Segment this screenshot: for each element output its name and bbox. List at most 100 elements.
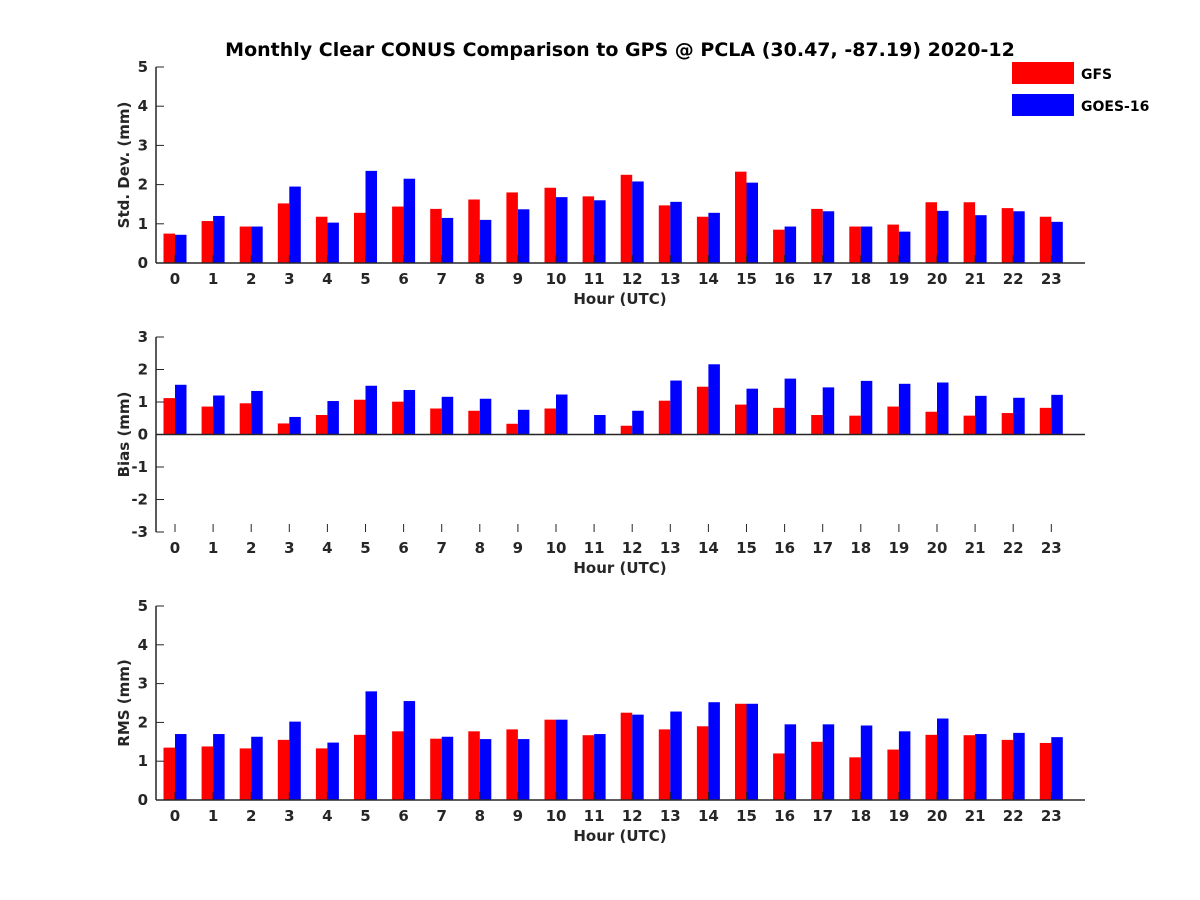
bar-goes16-hour-19 [898, 383, 911, 435]
bar-gfs-hour-8 [468, 731, 480, 800]
bar-gfs-hour-7 [430, 408, 442, 435]
y-axis-label: Bias (mm) [115, 392, 133, 478]
bar-goes16-hour-18 [860, 725, 873, 800]
bar-goes16-hour-11 [594, 200, 606, 263]
bar-gfs-hour-2 [239, 748, 252, 800]
bar-goes16-hour-13 [670, 380, 682, 435]
bar-gfs-hour-3 [277, 739, 290, 800]
bar-gfs-hour-8 [468, 410, 480, 435]
x-tick-label: 18 [850, 270, 871, 288]
bar-goes16-hour-0 [175, 734, 187, 800]
bar-goes16-hour-16 [784, 724, 797, 800]
bar-gfs-hour-6 [392, 731, 404, 800]
bar-goes16-hour-5 [365, 691, 377, 800]
bar-gfs-hour-12 [620, 174, 633, 263]
bar-goes16-hour-4 [327, 222, 339, 263]
x-tick-label: 4 [322, 270, 332, 288]
y-tick-label: 2 [138, 176, 148, 194]
bar-gfs-hour-22 [1001, 413, 1014, 435]
x-tick-label: 15 [736, 807, 757, 825]
bar-goes16-hour-1 [213, 734, 225, 800]
x-tick-label: 16 [774, 539, 795, 557]
bar-goes16-hour-20 [937, 718, 949, 800]
x-tick-label: 10 [546, 539, 567, 557]
x-tick-label: 5 [360, 807, 370, 825]
bar-goes16-hour-0 [175, 384, 187, 435]
x-tick-label: 14 [698, 807, 719, 825]
x-tick-label: 8 [475, 807, 485, 825]
x-tick-label: 6 [398, 539, 408, 557]
bar-goes16-hour-7 [441, 217, 454, 263]
bar-gfs-hour-4 [315, 415, 328, 435]
bar-goes16-hour-15 [746, 703, 758, 800]
x-tick-label: 19 [888, 539, 909, 557]
x-tick-label: 3 [284, 270, 294, 288]
bar-goes16-hour-2 [251, 390, 263, 435]
bar-gfs-hour-23 [1039, 742, 1052, 800]
bar-gfs-hour-19 [887, 224, 899, 263]
bar-goes16-hour-10 [556, 719, 568, 800]
bar-gfs-hour-7 [430, 208, 442, 263]
y-tick-label: 5 [138, 597, 148, 615]
legend-label-goes16: GOES-16 [1081, 99, 1149, 115]
bar-goes16-hour-3 [289, 416, 301, 435]
x-tick-label: 22 [1003, 270, 1024, 288]
bar-gfs-hour-18 [849, 757, 861, 800]
bar-goes16-hour-18 [860, 380, 873, 435]
bar-goes16-hour-16 [784, 378, 797, 435]
bar-goes16-hour-4 [327, 401, 339, 435]
bar-gfs-hour-9 [506, 729, 518, 800]
x-tick-label: 3 [284, 539, 294, 557]
x-tick-label: 1 [208, 539, 218, 557]
bar-goes16-hour-7 [441, 396, 454, 435]
bar-gfs-hour-5 [354, 734, 366, 800]
x-tick-label: 3 [284, 807, 294, 825]
bar-gfs-hour-15 [735, 171, 747, 263]
x-tick-label: 2 [246, 270, 256, 288]
bar-gfs-hour-1 [201, 221, 214, 263]
bar-gfs-hour-23 [1039, 216, 1052, 263]
bar-goes16-hour-15 [746, 388, 758, 435]
bar-goes16-hour-8 [479, 398, 492, 435]
bar-gfs-hour-2 [239, 403, 252, 435]
bar-gfs-hour-21 [963, 202, 976, 263]
bar-goes16-hour-6 [403, 178, 416, 263]
x-tick-label: 4 [322, 539, 332, 557]
bar-goes16-hour-19 [898, 731, 911, 800]
bar-goes16-hour-6 [403, 701, 416, 800]
bar-goes16-hour-14 [708, 364, 720, 435]
bar-gfs-hour-16 [773, 753, 785, 800]
bar-goes16-hour-23 [1051, 737, 1063, 800]
bar-gfs-hour-16 [773, 407, 785, 435]
x-tick-label: 7 [436, 539, 446, 557]
bar-goes16-hour-6 [403, 389, 416, 435]
bar-gfs-hour-23 [1039, 407, 1052, 435]
x-tick-label: 17 [812, 539, 833, 557]
legend-swatch-gfs [1012, 62, 1074, 84]
bar-goes16-hour-3 [289, 186, 301, 263]
bar-gfs-hour-14 [696, 726, 709, 800]
x-tick-label: 20 [927, 807, 948, 825]
legend: GFS GOES-16 [1012, 62, 1149, 116]
y-tick-label: 4 [138, 97, 148, 115]
bar-goes16-hour-1 [213, 395, 225, 435]
bar-gfs-hour-3 [277, 203, 290, 263]
bar-goes16-hour-13 [670, 711, 682, 800]
chart-title: Monthly Clear CONUS Comparison to GPS @ … [225, 39, 1015, 61]
x-tick-label: 14 [698, 539, 719, 557]
x-tick-label: 10 [546, 270, 567, 288]
x-tick-label: 11 [584, 270, 605, 288]
x-tick-label: 13 [660, 270, 681, 288]
x-tick-label: 19 [888, 270, 909, 288]
bar-gfs-hour-17 [811, 208, 823, 263]
bar-goes16-hour-13 [670, 201, 682, 263]
y-tick-label: 1 [138, 393, 148, 411]
bar-goes16-hour-19 [898, 231, 911, 263]
bar-goes16-hour-22 [1013, 211, 1025, 263]
bar-gfs-hour-19 [887, 749, 899, 800]
bar-gfs-hour-19 [887, 406, 899, 435]
bar-goes16-hour-20 [937, 382, 949, 435]
x-axis-label: Hour (UTC) [573, 827, 666, 845]
